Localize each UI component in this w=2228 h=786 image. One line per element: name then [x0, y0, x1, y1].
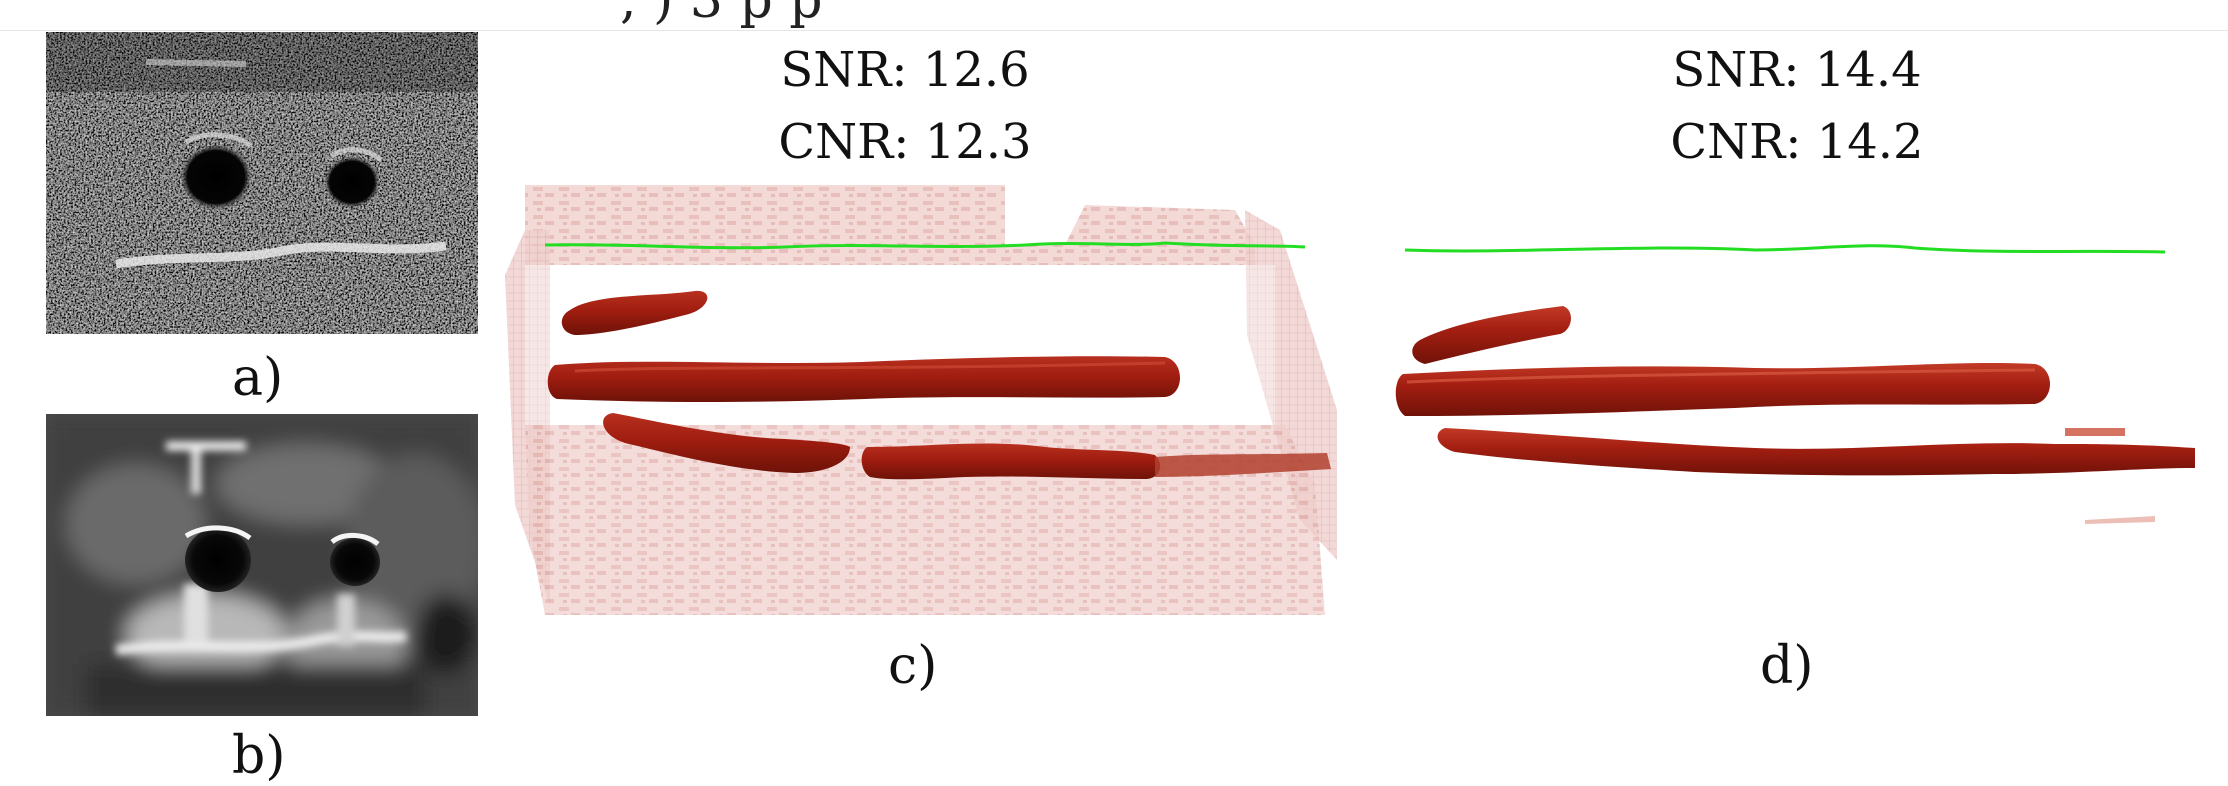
- panel-d-label: d): [1760, 636, 1814, 696]
- panel-d-snr: SNR: 14.4: [1672, 42, 1922, 98]
- panel-d-metrics: SNR: 14.4 CNR: 14.2: [1612, 34, 1982, 178]
- panel-d-cnr: CNR: 14.2: [1670, 114, 1924, 170]
- panel-c-metrics: SNR: 12.6 CNR: 12.3: [720, 34, 1090, 178]
- panel-c-snr: SNR: 12.6: [780, 42, 1030, 98]
- panel-a-label: a): [232, 348, 284, 408]
- panel-c-cnr: CNR: 12.3: [778, 114, 1032, 170]
- panel-d-vessel-render: [1395, 230, 2210, 540]
- cropped-header-text: , ) 3 p p: [620, 0, 823, 30]
- panel-c-volume-render: [505, 185, 1345, 625]
- panel-b-label: b): [232, 726, 286, 786]
- panel-b-processed-image: [46, 414, 478, 716]
- panel-c-label: c): [888, 636, 938, 696]
- top-rule: [0, 30, 2228, 31]
- panel-a-ultrasound-image: [46, 32, 478, 334]
